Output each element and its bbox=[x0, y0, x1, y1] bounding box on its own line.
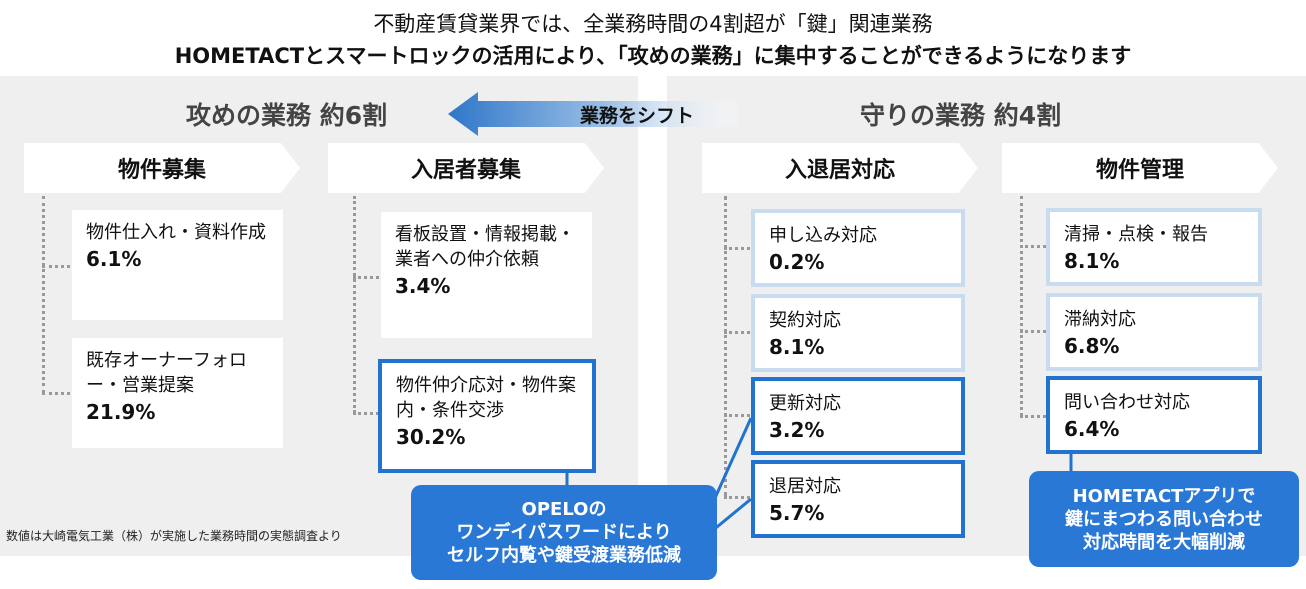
connector-line bbox=[724, 496, 750, 499]
item-pct: 6.4% bbox=[1064, 417, 1120, 441]
connector-line bbox=[724, 414, 750, 417]
connector-line bbox=[1020, 415, 1046, 418]
footnote: 数値は大崎電気工業（株）が実施した業務時間の実態調査より bbox=[6, 529, 342, 543]
item-pct: 30.2% bbox=[396, 425, 466, 449]
connector-line bbox=[1020, 196, 1023, 416]
item-owner-followup: 既存オーナーフォロー・営業提案 21.9% bbox=[72, 338, 283, 448]
connector-line bbox=[724, 247, 750, 250]
header-line-1: 不動産賃貸業界では、全業務時間の4割超が「鍵」関連業務 bbox=[373, 12, 933, 36]
shift-label: 業務をシフト bbox=[580, 105, 695, 127]
item-contract: 契約対応 8.1% bbox=[751, 294, 965, 372]
item-brokerage-viewing: 物件仲介応対・物件案内・条件交渉 30.2% bbox=[378, 359, 596, 473]
connector-line bbox=[42, 265, 70, 268]
connector-line bbox=[1020, 330, 1046, 333]
heading-property-recruit: 物件募集 bbox=[24, 143, 300, 193]
item-label: 滞納対応 bbox=[1064, 309, 1136, 330]
heading-tenant-recruit: 入居者募集 bbox=[328, 143, 604, 193]
item-renewal: 更新対応 3.2% bbox=[751, 377, 965, 455]
callout-hometact: HOMETACTアプリで 鍵にまつわる問い合わせ 対応時間を大幅削減 bbox=[1029, 471, 1299, 567]
connector-line bbox=[42, 196, 45, 393]
item-pct: 8.1% bbox=[769, 335, 825, 359]
connector-line bbox=[724, 196, 727, 496]
item-signage-listing: 看板設置・情報掲載・業者への仲介依頼 3.4% bbox=[381, 212, 592, 338]
item-label: 更新対応 bbox=[769, 393, 841, 414]
item-label: 契約対応 bbox=[769, 310, 841, 331]
item-inquiries: 問い合わせ対応 6.4% bbox=[1046, 376, 1262, 454]
defense-title: 守りの業務 約4割 bbox=[860, 101, 1062, 130]
item-pct: 3.2% bbox=[769, 418, 825, 442]
item-cleaning-inspection: 清掃・点検・報告 8.1% bbox=[1046, 208, 1262, 286]
item-application: 申し込み対応 0.2% bbox=[751, 209, 965, 287]
item-pct: 6.1% bbox=[86, 247, 142, 271]
item-label: 物件仕入れ・資料作成 bbox=[86, 222, 266, 243]
callout-opelo-text: OPELOの ワンデイパスワードにより セルフ内覧や鍵受渡業務低減 bbox=[447, 499, 681, 566]
callout-opelo: OPELOの ワンデイパスワードにより セルフ内覧や鍵受渡業務低減 bbox=[411, 485, 717, 580]
item-pct: 3.4% bbox=[395, 274, 451, 298]
item-pct: 21.9% bbox=[86, 400, 156, 424]
item-label: 申し込み対応 bbox=[769, 225, 877, 246]
connector-line bbox=[353, 412, 379, 415]
item-label: 看板設置・情報掲載・業者への仲介依頼 bbox=[395, 224, 575, 270]
item-property-sourcing: 物件仕入れ・資料作成 6.1% bbox=[72, 210, 283, 320]
item-label: 問い合わせ対応 bbox=[1064, 392, 1190, 413]
item-pct: 8.1% bbox=[1064, 249, 1120, 273]
shift-arrow bbox=[448, 92, 738, 136]
connector-line bbox=[42, 392, 70, 395]
header-line-2: HOMETACTとスマートロックの活用により、「攻めの業務」に集中することができ… bbox=[174, 44, 1132, 68]
item-delinquency: 滞納対応 6.8% bbox=[1046, 293, 1262, 371]
heading-move-in-out: 入退居対応 bbox=[702, 143, 978, 193]
heading-property-management: 物件管理 bbox=[1002, 143, 1278, 193]
item-pct: 0.2% bbox=[769, 250, 825, 274]
connector-line bbox=[353, 196, 356, 413]
item-label: 物件仲介応対・物件案内・条件交渉 bbox=[396, 375, 576, 421]
connector-line bbox=[353, 276, 379, 279]
item-pct: 5.7% bbox=[769, 501, 825, 525]
offense-title: 攻めの業務 約6割 bbox=[186, 101, 388, 130]
item-label: 清掃・点検・報告 bbox=[1064, 224, 1208, 245]
item-move-out: 退居対応 5.7% bbox=[751, 460, 965, 538]
connector-line bbox=[1020, 245, 1046, 248]
item-label: 既存オーナーフォロー・営業提案 bbox=[86, 350, 247, 396]
item-pct: 6.8% bbox=[1064, 334, 1120, 358]
item-label: 退居対応 bbox=[769, 476, 841, 497]
connector-line bbox=[724, 331, 750, 334]
callout-hometact-text: HOMETACTアプリで 鍵にまつわる問い合わせ 対応時間を大幅削減 bbox=[1065, 485, 1263, 553]
